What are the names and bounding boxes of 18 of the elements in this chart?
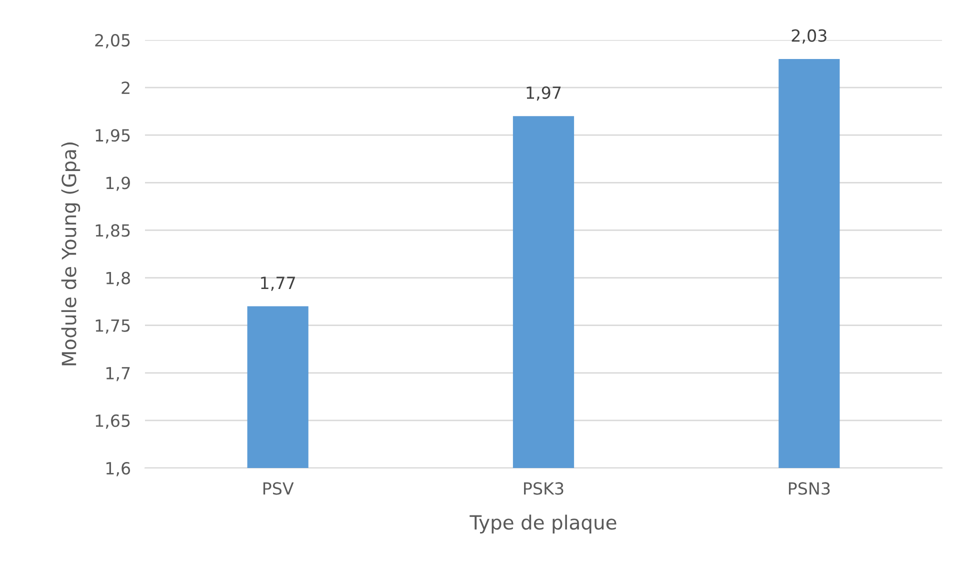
x-tick-label: PSV bbox=[263, 482, 294, 495]
y-tick-label: 2,05 bbox=[95, 34, 130, 48]
x-tick-label: PSN3 bbox=[788, 482, 830, 495]
y-tick-label: 1,65 bbox=[96, 414, 130, 429]
y-tick-label: 1,8 bbox=[106, 272, 130, 286]
y-tick-label: 1,75 bbox=[96, 320, 130, 334]
y-tick-label: 1,6 bbox=[106, 462, 130, 476]
y-tick-label: 1,95 bbox=[96, 129, 130, 144]
data-label: 1,77 bbox=[261, 276, 295, 291]
data-label: 2,03 bbox=[792, 29, 826, 44]
data-label: 1,97 bbox=[526, 86, 561, 101]
y-axis-title: Module de Young (Gpa) bbox=[61, 142, 80, 366]
x-tick-label: PSK3 bbox=[524, 482, 564, 495]
y-tick-label: 2 bbox=[122, 82, 130, 94]
y-tick-label: 1,9 bbox=[106, 176, 130, 191]
y-tick-label: 1,7 bbox=[106, 367, 130, 382]
y-tick-label: 1,85 bbox=[96, 224, 130, 238]
x-axis-title: Type de plaque bbox=[470, 514, 616, 534]
